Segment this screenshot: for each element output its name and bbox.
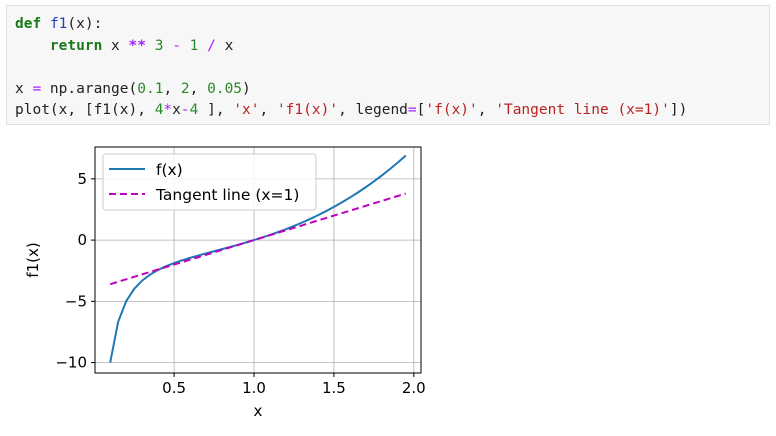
code-token: 4 [154, 102, 164, 118]
plot-output: 0.5 1.0 1.5 2.0 5 0 −5 −10 x f1(x) f(x) Tangent … [0, 130, 460, 431]
code-token: x [15, 80, 33, 97]
code-token: = [32, 80, 42, 97]
code-token: , [163, 80, 181, 97]
code-token [163, 38, 172, 54]
y-tick-label: 5 [77, 170, 87, 188]
ticks: 0.5 1.0 1.5 2.0 5 0 −5 −10 [55, 170, 425, 397]
legend: f(x) Tangent line (x=1) [102, 153, 317, 211]
code-token: x [215, 37, 234, 54]
code-token: , legend [338, 102, 408, 118]
code-token: np.arange( [41, 80, 138, 97]
series-line-1 [109, 192, 407, 286]
code-token: def [15, 16, 42, 32]
code-token: 2 [180, 80, 190, 97]
code-token: x [172, 102, 181, 118]
legend-label: f(x) [156, 161, 183, 179]
y-tick-label: −5 [65, 292, 87, 310]
code-token: 3 [154, 37, 164, 54]
code-token [15, 38, 50, 54]
y-tick-label: 0 [77, 231, 87, 249]
series-lines [109, 154, 407, 363]
code-line: return x ** 3 - 1 / x [15, 36, 769, 58]
code-token: return [49, 37, 103, 54]
legend-label: Tangent line (x=1) [155, 186, 299, 204]
code-token: ], [198, 102, 234, 118]
code-token [198, 38, 207, 54]
code-line [15, 57, 769, 79]
axes-frame [94, 146, 422, 374]
x-tick-label: 1.5 [322, 379, 346, 397]
code-token: 0.1 [137, 80, 164, 97]
code-line: def f1(x): [15, 14, 769, 36]
y-tick-label: −10 [55, 354, 87, 372]
legend-box [102, 153, 317, 211]
code-token: = [407, 102, 417, 118]
code-token [146, 38, 155, 54]
code-token: 'f(x)' [425, 102, 478, 118]
y-axis-label: f1(x) [24, 242, 42, 277]
code-token: 'Tangent line (x=1)' [495, 102, 670, 118]
code-token: - [180, 102, 190, 118]
code-token: ** [128, 37, 146, 54]
code-token: ]) [669, 102, 688, 118]
code-token: / [207, 37, 216, 54]
line-chart: 0.5 1.0 1.5 2.0 5 0 −5 −10 x f1(x) f(x) Tangent … [24, 146, 426, 420]
code-token: plot(x, [f1(x), [15, 102, 155, 118]
code-token: ) [242, 80, 251, 97]
code-line: plot(x, [f1(x), 4*x-4 ], 'x', 'f1(x)', l… [15, 100, 769, 122]
code-token [181, 38, 190, 54]
code-token: 0.05 [207, 80, 243, 97]
x-tick-label: 2.0 [402, 379, 426, 397]
code-token: f1 [49, 16, 68, 32]
code-token: (x): [67, 16, 103, 32]
code-token: 1 [189, 37, 199, 54]
code-token: * [163, 102, 173, 118]
code-token: 'x' [233, 102, 260, 118]
x-axis-label: x [254, 402, 263, 420]
x-tick-label: 1.0 [242, 379, 266, 397]
code-token: , [189, 80, 208, 97]
code-token: 4 [189, 102, 199, 118]
x-tick-label: 0.5 [162, 379, 186, 397]
code-token: , [477, 102, 496, 118]
code-token: - [172, 37, 181, 54]
code-line: x = np.arange(0.1, 2, 0.05) [15, 79, 769, 101]
code-token: 'f1(x)' [276, 102, 339, 118]
code-token: , [259, 102, 277, 118]
code-token: x [102, 37, 129, 54]
code-token [41, 16, 50, 32]
code-token: [ [416, 102, 426, 118]
